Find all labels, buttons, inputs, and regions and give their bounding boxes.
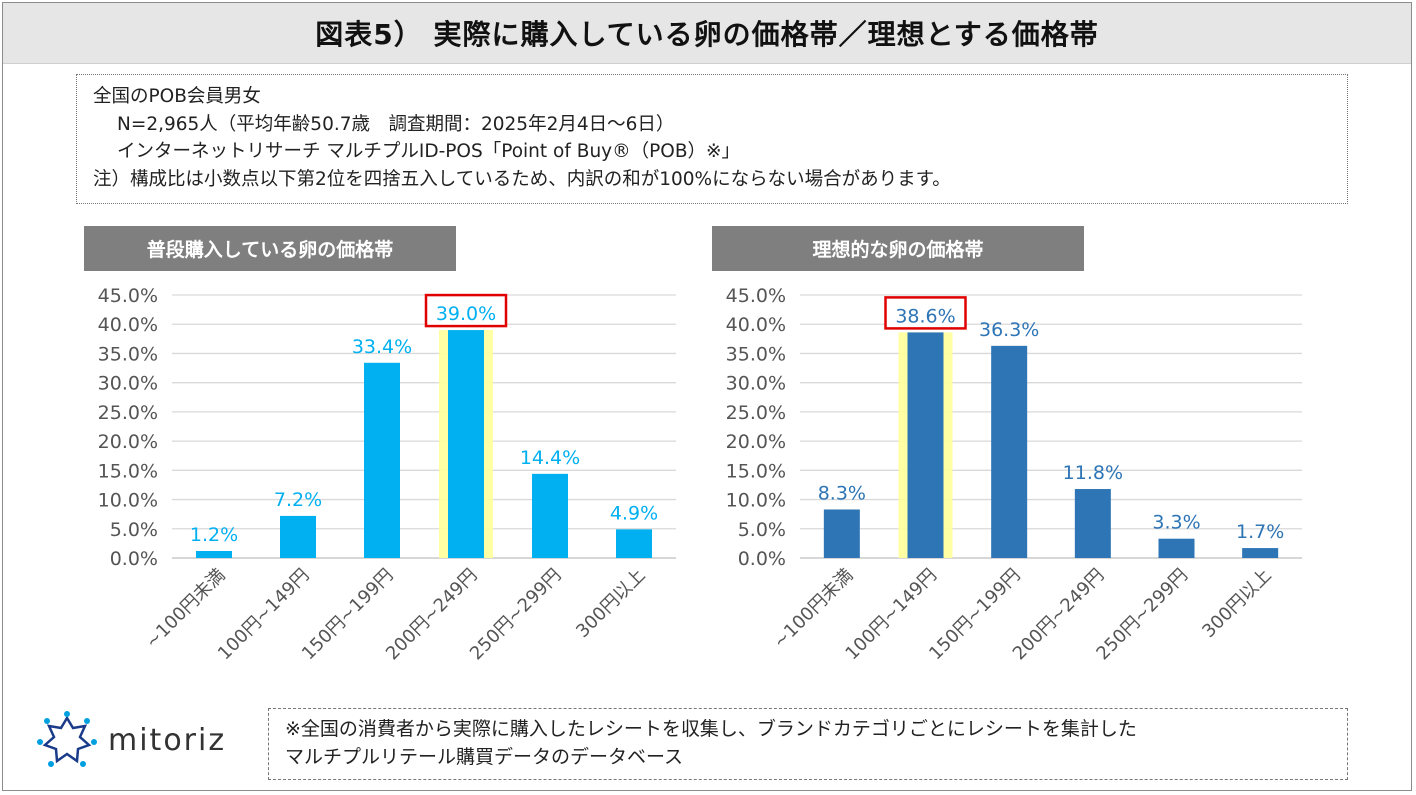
right-y-tick-label: 15.0% (726, 460, 786, 482)
info-line-4: 注）構成比は小数点以下第2位を四捨五入しているため、内訳の和が100%にならない… (93, 168, 951, 190)
left-y-tick-label: 25.0% (98, 402, 158, 424)
left-data-label: 39.0% (436, 303, 496, 325)
info-line-2: N=2,965人（平均年齢50.7歳 調査期間：2025年2月4日〜6日） (117, 113, 675, 135)
right-data-label: 1.7% (1236, 521, 1284, 543)
right-y-tick-label: 5.0% (738, 519, 786, 541)
right-y-tick-label: 20.0% (726, 431, 786, 453)
right-bar (1074, 489, 1111, 558)
left-y-tick-label: 45.0% (98, 285, 158, 307)
left-y-tick-label: 0.0% (110, 548, 158, 570)
right-bar (823, 509, 860, 558)
left-y-tick-label: 20.0% (98, 431, 158, 453)
left-y-tick-label: 5.0% (110, 519, 158, 541)
right-y-tick-label: 30.0% (726, 373, 786, 395)
footnote-line-1: ※全国の消費者から実際に購入したレシートを収集し、ブランドカテゴリごとにレシート… (285, 718, 1137, 740)
left-bar (196, 550, 232, 558)
right-y-tick-label: 10.0% (726, 490, 786, 512)
right-data-label: 3.3% (1152, 512, 1200, 534)
info-line-1: 全国のPOB会員男女 (93, 86, 261, 107)
right-data-label: 36.3% (979, 319, 1039, 341)
left-y-tick-label: 40.0% (98, 314, 158, 336)
left-category-label: 300円以上 (572, 565, 649, 642)
left-bar (280, 515, 316, 558)
right-highlight-box (884, 296, 967, 330)
charts-canvas: 0.0% 5.0% 10.0% 15.0% 20.0% 25.0% 30.0% 35.0% 40… (98, 285, 1302, 664)
right-chart-title: 理想的な卵の価格帯 (712, 226, 1084, 271)
right-y-tick-label: 35.0% (726, 343, 786, 365)
left-y-tick-label: 15.0% (98, 460, 158, 482)
survey-info-box: 全国のPOB会員男女 N=2,965人（平均年齢50.7歳 調査期間：2025年… (76, 74, 1348, 204)
right-bar (1158, 538, 1195, 558)
figure-title: 図表5） 実際に購入している卵の価格帯／理想とする価格帯 (315, 18, 1099, 51)
footnote-box: ※全国の消費者から実際に購入したレシートを収集し、ブランドカテゴリごとにレシート… (268, 708, 1348, 780)
right-bar (1242, 548, 1279, 558)
info-line-3: インターネットリサーチ マルチプルID-POS「Point of Buy®（PO… (117, 141, 741, 162)
mitoriz-logo-text: mitoriz (108, 722, 227, 758)
right-data-label: 8.3% (818, 482, 866, 504)
left-bar (532, 473, 568, 558)
right-category-label: 300円以上 (1198, 565, 1275, 642)
left-bar (616, 529, 652, 558)
right-category-label: ~100円未満 (769, 565, 857, 653)
right-data-label: 11.8% (1063, 462, 1123, 484)
right-data-label: 38.6% (895, 305, 955, 327)
left-y-tick-label: 30.0% (98, 373, 158, 395)
left-data-label: 33.4% (352, 336, 412, 358)
left-bar (448, 330, 484, 558)
title-bar: 図表5） 実際に購入している卵の価格帯／理想とする価格帯 (3, 3, 1411, 64)
left-y-tick-label: 35.0% (98, 343, 158, 365)
right-bar (991, 345, 1028, 558)
left-bar (364, 362, 400, 558)
footnote-line-2: マルチプルリテール購買データのデータベース (285, 746, 684, 768)
left-data-label: 1.2% (190, 524, 238, 546)
right-y-tick-label: 0.0% (738, 548, 786, 570)
left-highlight-box (424, 293, 508, 328)
left-y-tick-label: 10.0% (98, 490, 158, 512)
mitoriz-logo: mitoriz (36, 710, 226, 770)
right-y-tick-label: 40.0% (726, 314, 786, 336)
left-category-label: ~100円未満 (142, 565, 230, 653)
left-bar-chart: 0.0% 5.0% 10.0% 15.0% 20.0% 25.0% 30.0% 35.0% 40… (98, 285, 676, 664)
right-y-tick-label: 25.0% (726, 402, 786, 424)
mitoriz-logo-icon (37, 711, 97, 767)
left-data-label: 14.4% (520, 447, 580, 469)
right-bar-chart: 0.0% 5.0% 10.0% 15.0% 20.0% 25.0% 30.0% 35.0% 40… (726, 285, 1302, 664)
left-data-label: 4.9% (610, 502, 658, 524)
left-data-label: 7.2% (274, 489, 322, 511)
right-y-tick-label: 45.0% (726, 285, 786, 307)
right-bar (907, 332, 944, 558)
left-chart-title: 普段購入している卵の価格帯 (84, 226, 456, 271)
